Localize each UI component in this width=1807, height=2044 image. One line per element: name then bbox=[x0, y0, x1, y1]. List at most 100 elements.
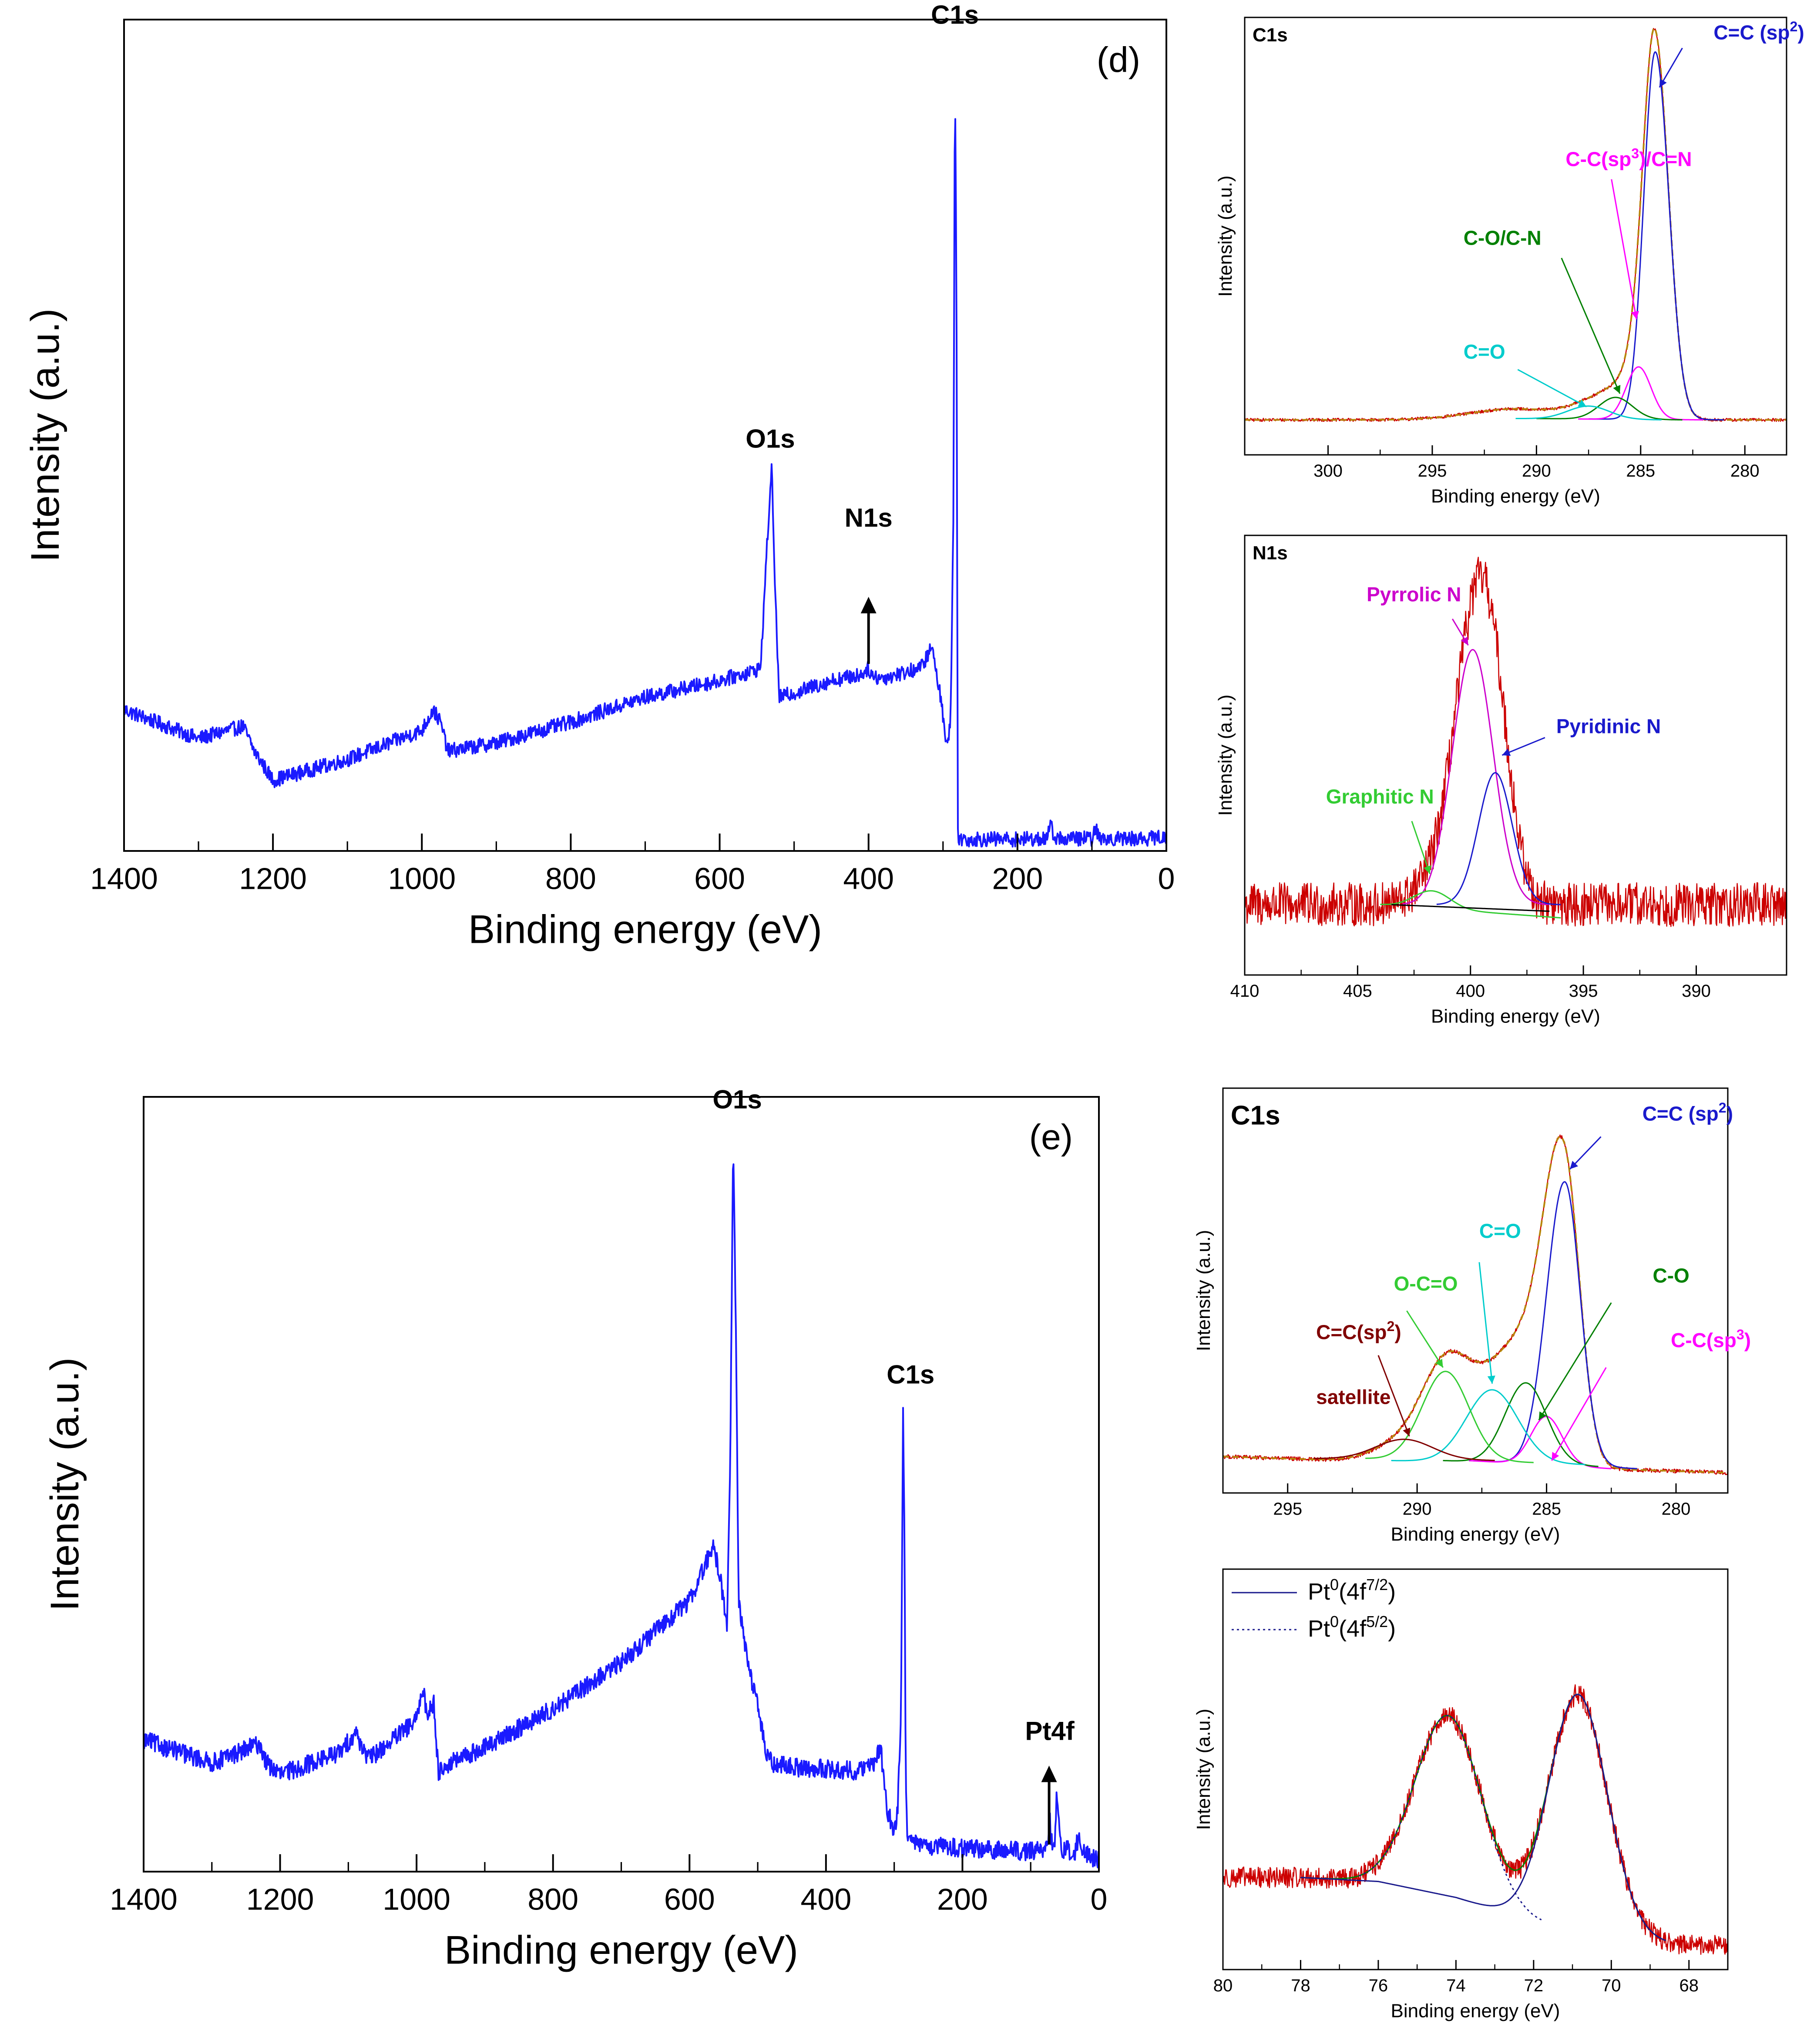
x-tick-label: 600 bbox=[694, 862, 745, 896]
x-tick-label: 395 bbox=[1569, 982, 1598, 1001]
series-line-survey bbox=[144, 1163, 1099, 1869]
plot-frame bbox=[1244, 535, 1787, 976]
x-tick-label: 410 bbox=[1230, 982, 1260, 1001]
panel-label: (d) bbox=[1097, 40, 1140, 80]
peak-annotation: Graphitic N bbox=[1326, 785, 1434, 808]
peak-annotation: C-C(sp3) bbox=[1671, 1327, 1751, 1351]
peak-arrowhead bbox=[1041, 1765, 1057, 1782]
panel-e-survey: 1400 1200 1000 800 600 400 200 0 Binding energy … bbox=[43, 1085, 1107, 1973]
peak-annotation: C-O/C-N bbox=[1464, 227, 1542, 249]
x-tick-label: 72 bbox=[1524, 1976, 1544, 1995]
series-line-pt_fit bbox=[1300, 1694, 1666, 1941]
annotation-arrowhead bbox=[1424, 865, 1431, 874]
chart-title: N1s bbox=[1253, 542, 1288, 564]
x-tick-label: 405 bbox=[1343, 982, 1372, 1001]
x-tick-label: 400 bbox=[843, 862, 894, 896]
x-tick-label: 74 bbox=[1446, 1976, 1466, 1995]
x-tick-label: 800 bbox=[527, 1883, 578, 1916]
peak-annotation: C1s bbox=[887, 1360, 934, 1389]
peak-annotation: C1s bbox=[931, 0, 979, 30]
x-tick-label: 70 bbox=[1602, 1976, 1621, 1995]
x-tick-label: 800 bbox=[545, 862, 596, 896]
annotation-pointer bbox=[1551, 1367, 1607, 1461]
annotation-arrowhead bbox=[1403, 1427, 1411, 1436]
series-line-graphitic bbox=[1380, 890, 1561, 919]
peak-annotation: C-C(sp3)/C=N bbox=[1565, 145, 1692, 170]
chart-title: C1s bbox=[1253, 24, 1288, 46]
x-axis-label: Binding energy (eV) bbox=[1391, 2000, 1560, 2021]
plot-area bbox=[144, 1163, 1099, 1869]
panel-d-n1s: 410 405 400 395 390 Binding energy (eV) Intens… bbox=[1215, 535, 1787, 1027]
plot-frame bbox=[1222, 1568, 1729, 1970]
x-tick-label: 1000 bbox=[383, 1883, 450, 1916]
series-line-ceqo bbox=[1515, 405, 1662, 420]
annotation-pointer bbox=[1377, 1355, 1410, 1437]
x-tick-label: 200 bbox=[992, 862, 1043, 896]
annotation-arrowhead bbox=[1613, 385, 1621, 394]
annotation-arrowhead bbox=[1659, 78, 1667, 87]
x-tick-label: 400 bbox=[1456, 982, 1485, 1001]
annotation-arrowhead bbox=[1461, 636, 1468, 645]
peak-annotation: Pt4f bbox=[1025, 1716, 1075, 1745]
annotation-arrowhead bbox=[1552, 1452, 1559, 1461]
peak-annotation: C=O bbox=[1479, 1220, 1521, 1242]
series-line-fit_envelope bbox=[1223, 1136, 1728, 1474]
plot-area bbox=[124, 118, 1166, 848]
peak-annotation: C1s bbox=[1231, 1101, 1280, 1131]
x-tick-label: 390 bbox=[1682, 982, 1711, 1001]
x-tick-label: 280 bbox=[1662, 1499, 1691, 1519]
annotation-arrowhead bbox=[1487, 1375, 1495, 1384]
x-tick-label: 200 bbox=[937, 1883, 988, 1916]
x-tick-label: 295 bbox=[1418, 461, 1447, 481]
series-line-co bbox=[1536, 397, 1683, 421]
x-axis-label: Binding energy (eV) bbox=[1391, 1523, 1560, 1545]
peak-annotation: O-C=O bbox=[1394, 1272, 1458, 1295]
annotation-pointer bbox=[1406, 1310, 1444, 1368]
x-tick-label: 78 bbox=[1291, 1976, 1310, 1995]
x-tick-label: 400 bbox=[800, 1883, 851, 1916]
panel-label: (e) bbox=[1029, 1117, 1073, 1157]
x-tick-label: 300 bbox=[1313, 461, 1343, 481]
annotation-pointer bbox=[1538, 1302, 1612, 1421]
annotation-pointer bbox=[1611, 179, 1637, 319]
x-tick-label: 285 bbox=[1626, 461, 1655, 481]
series-line-sp2 bbox=[1588, 51, 1725, 421]
peak-annotation: C=C (sp2) bbox=[1642, 1100, 1733, 1125]
panel-d-survey: 1400 1200 1000 800 600 400 200 0 Binding energy … bbox=[23, 0, 1175, 952]
y-axis-label: Intensity (a.u.) bbox=[1215, 695, 1236, 816]
x-tick-label: 68 bbox=[1679, 1976, 1699, 1995]
plot-area bbox=[1245, 557, 1787, 927]
plot-area bbox=[1245, 27, 1787, 422]
x-tick-label: 1400 bbox=[90, 862, 158, 896]
series-line-pt_component bbox=[1358, 1715, 1542, 1920]
plot-frame bbox=[123, 19, 1167, 852]
x-axis-label: Binding energy (eV) bbox=[444, 1928, 798, 1973]
annotation-arrowhead bbox=[1631, 311, 1639, 319]
peak-arrowhead bbox=[860, 597, 877, 614]
series-line-occo bbox=[1365, 1371, 1534, 1463]
x-tick-label: 600 bbox=[664, 1883, 715, 1916]
series-line-pt_component bbox=[1300, 1694, 1666, 1941]
annotation-arrowhead bbox=[1570, 1160, 1579, 1169]
legend-label: Pt0(4f7/2) bbox=[1308, 1576, 1396, 1605]
series-line-co bbox=[1442, 1382, 1599, 1467]
x-tick-label: 76 bbox=[1369, 1976, 1388, 1995]
annotation-arrowhead bbox=[1538, 1411, 1546, 1420]
x-tick-label: 280 bbox=[1730, 461, 1760, 481]
series-line-raw bbox=[1223, 1134, 1728, 1476]
panel-e-c1s: 295 290 285 280 Binding energy (eV) Intensity… bbox=[1193, 1087, 1751, 1545]
plot-area bbox=[1223, 1684, 1728, 1955]
annotation-arrowhead bbox=[1435, 1358, 1443, 1368]
plot-frame bbox=[143, 1096, 1100, 1873]
series-line-survey bbox=[124, 118, 1166, 848]
peak-annotation: satellite bbox=[1316, 1385, 1391, 1408]
peak-annotation: Pyrrolic N bbox=[1367, 583, 1461, 606]
x-tick-label: 290 bbox=[1522, 461, 1551, 481]
peak-annotation: C=O bbox=[1464, 340, 1505, 363]
annotation-pointer bbox=[1478, 1262, 1493, 1384]
peak-annotation: O1s bbox=[746, 424, 795, 454]
x-tick-label: 1200 bbox=[246, 1883, 314, 1916]
y-axis-label: Intensity (a.u.) bbox=[23, 309, 67, 562]
x-tick-label: 0 bbox=[1158, 862, 1175, 896]
